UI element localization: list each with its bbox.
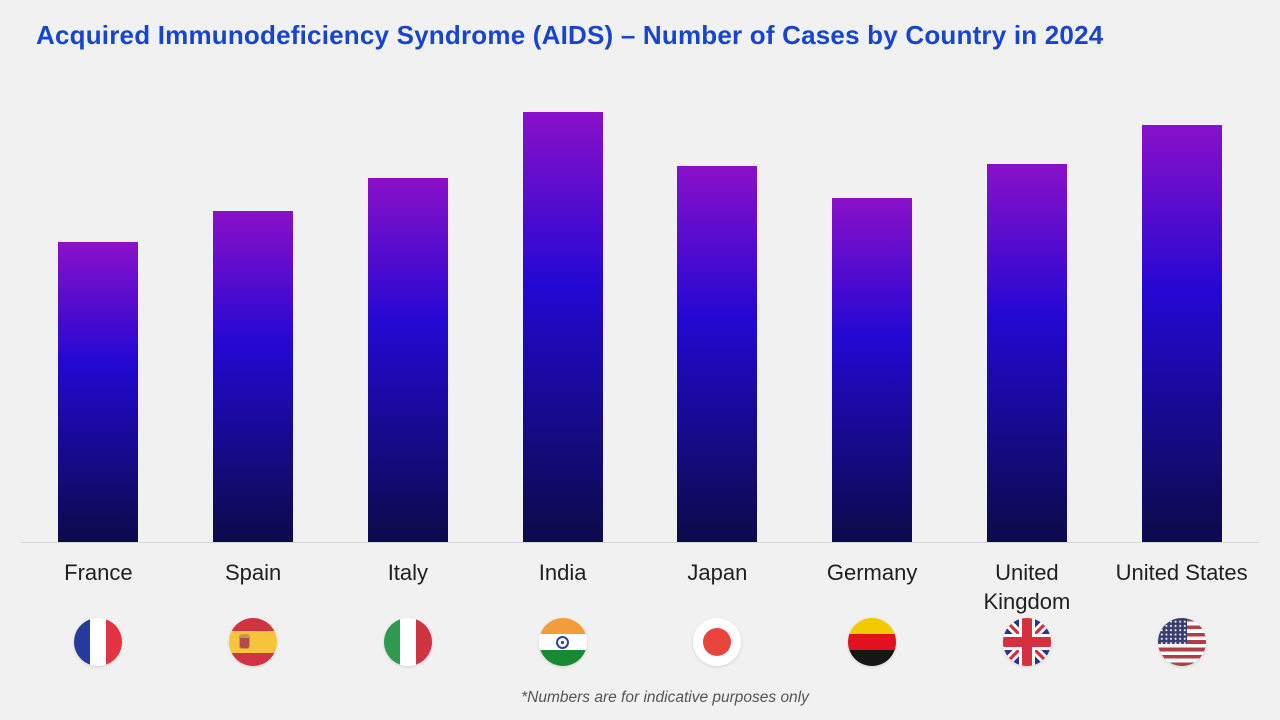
bar-column-italy [331,112,486,542]
category-label-united-kingdom: United Kingdom [983,560,1071,615]
flag-column-germany [795,618,950,666]
label-column-japan: Japan [640,558,795,616]
label-column-france: France [21,558,176,616]
category-label-united-states: United States [1115,560,1248,585]
bar-italy [367,178,448,542]
bar-column-united-kingdom [950,112,1105,542]
label-column-spain: Spain [176,558,331,616]
bar-germany [832,198,913,542]
bar-chart-plot-area [21,112,1259,543]
bar-united-kingdom [986,164,1067,542]
label-column-united-states: United States [1104,558,1259,616]
india-flag-icon [538,618,587,666]
bar-column-india [485,112,640,542]
bar-united-states [1141,125,1222,542]
japan-flag-disc [703,628,732,656]
category-label-spain: Spain [224,560,282,585]
india-flag-chakra [556,635,570,649]
france-flag-icon [74,618,123,666]
flag-column-japan [640,618,795,666]
united-states-flag-icon [1157,618,1206,666]
japan-flag-icon [693,618,742,666]
category-labels-row: France Spain Italy India Japan Germany United … [21,558,1259,616]
bar-column-france [21,112,176,542]
bar-france [58,242,139,542]
footnote: *Numbers are for indicative purposes onl… [521,689,809,706]
flag-column-italy [331,618,486,666]
united-states-flag-canton [1157,618,1187,644]
bar-column-japan [640,112,795,542]
flag-column-india [485,618,640,666]
flag-column-united-states [1104,618,1259,666]
label-column-italy: Italy [331,558,486,616]
category-label-germany: Germany [826,560,918,585]
spain-flag-icon [229,618,278,666]
bar-japan [677,166,758,542]
category-label-india: India [538,560,587,585]
germany-flag-icon [848,618,897,666]
category-label-japan: Japan [687,560,748,585]
flags-row [21,618,1259,666]
label-column-germany: Germany [795,558,950,616]
italy-flag-icon [383,618,432,666]
bar-column-germany [795,112,950,542]
flag-column-spain [176,618,331,666]
united-kingdom-flag-icon [1002,618,1051,666]
flag-column-france [21,618,176,666]
bar-column-spain [176,112,331,542]
spain-flag-emblem [240,635,250,648]
bar-india [522,112,603,542]
bar-spain [213,211,294,542]
label-column-india: India [485,558,640,616]
chart-title: Acquired Immunodeficiency Syndrome (AIDS… [36,20,1104,50]
flag-column-united-kingdom [950,618,1105,666]
category-label-france: France [64,560,133,585]
bar-column-united-states [1104,112,1259,542]
category-label-italy: Italy [387,560,429,585]
label-column-united-kingdom: United Kingdom [950,558,1105,616]
